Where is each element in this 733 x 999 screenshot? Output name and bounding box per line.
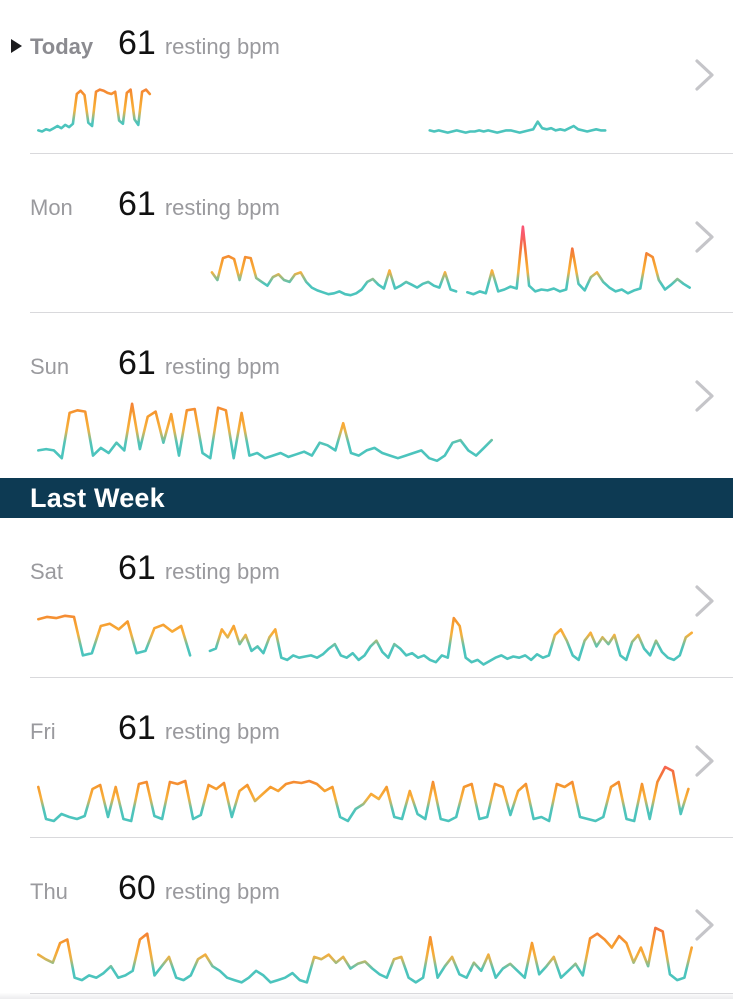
- heart-rate-sparkline: [35, 218, 695, 302]
- resting-bpm-value: 61: [118, 185, 156, 223]
- resting-bpm-unit: resting bpm: [164, 559, 280, 584]
- heart-rate-sparkline: [35, 80, 695, 140]
- resting-bpm-unit: resting bpm: [164, 719, 280, 744]
- resting-bpm-value: 61: [118, 549, 156, 587]
- resting-bpm-value: 60: [118, 869, 156, 907]
- chevron-right-icon[interactable]: [694, 744, 716, 778]
- heart-rate-sparkline: [35, 606, 695, 672]
- resting-bpm-value: 61: [118, 709, 156, 747]
- day-label-text: Thu: [30, 879, 68, 904]
- list-item-mon[interactable]: Mon 61 resting bpm: [0, 154, 733, 313]
- heart-rate-sparkline: [35, 758, 695, 828]
- chevron-right-icon[interactable]: [694, 379, 716, 413]
- day-label: Today: [11, 34, 118, 60]
- section-header-last-week: Last Week: [0, 478, 733, 518]
- row-divider: [30, 153, 733, 154]
- row-divider: [30, 312, 733, 313]
- day-label-text: Sun: [30, 354, 70, 379]
- row-divider: [30, 993, 733, 994]
- day-label-text: Sat: [30, 559, 64, 584]
- chevron-right-icon[interactable]: [694, 908, 716, 942]
- list-item-fri[interactable]: Fri 61 resting bpm: [0, 678, 733, 838]
- scroll-edge-shadow: [0, 993, 733, 999]
- day-label: Sun: [30, 354, 118, 380]
- day-label-text: Mon: [30, 195, 73, 220]
- chevron-right-icon[interactable]: [694, 584, 716, 618]
- day-label: Mon: [30, 195, 118, 221]
- resting-bpm-unit: resting bpm: [164, 879, 280, 904]
- list-item-sun[interactable]: Sun 61 resting bpm: [0, 313, 733, 478]
- chevron-right-icon[interactable]: [694, 220, 716, 254]
- heart-rate-sparkline: [35, 393, 695, 469]
- row-divider: [30, 837, 733, 838]
- list-item-thu[interactable]: Thu 60 resting bpm: [0, 838, 733, 999]
- resting-bpm-unit: resting bpm: [164, 354, 280, 379]
- resting-bpm-unit: resting bpm: [164, 34, 280, 59]
- row-header: Thu 60 resting bpm: [30, 869, 673, 908]
- row-header: Fri 61 resting bpm: [30, 709, 673, 748]
- section-header-title: Last Week: [30, 482, 165, 513]
- day-label: Thu: [30, 879, 118, 905]
- day-label-text: Today: [30, 34, 94, 59]
- heart-rate-sparkline: [35, 918, 695, 990]
- list-item-today[interactable]: Today 61 resting bpm: [0, 0, 733, 154]
- row-header: Sat 61 resting bpm: [30, 549, 673, 588]
- play-triangle-icon: [11, 39, 22, 53]
- row-header: Sun 61 resting bpm: [30, 344, 673, 383]
- chevron-right-icon[interactable]: [694, 58, 716, 92]
- resting-bpm-unit: resting bpm: [164, 195, 280, 220]
- row-header: Mon 61 resting bpm: [30, 185, 673, 224]
- resting-bpm-value: 61: [118, 344, 156, 382]
- day-label: Fri: [30, 719, 118, 745]
- row-divider: [30, 677, 733, 678]
- resting-bpm-value: 61: [118, 24, 156, 62]
- day-label: Sat: [30, 559, 118, 585]
- list-item-sat[interactable]: Sat 61 resting bpm: [0, 518, 733, 678]
- row-header: Today 61 resting bpm: [11, 24, 673, 63]
- day-label-text: Fri: [30, 719, 56, 744]
